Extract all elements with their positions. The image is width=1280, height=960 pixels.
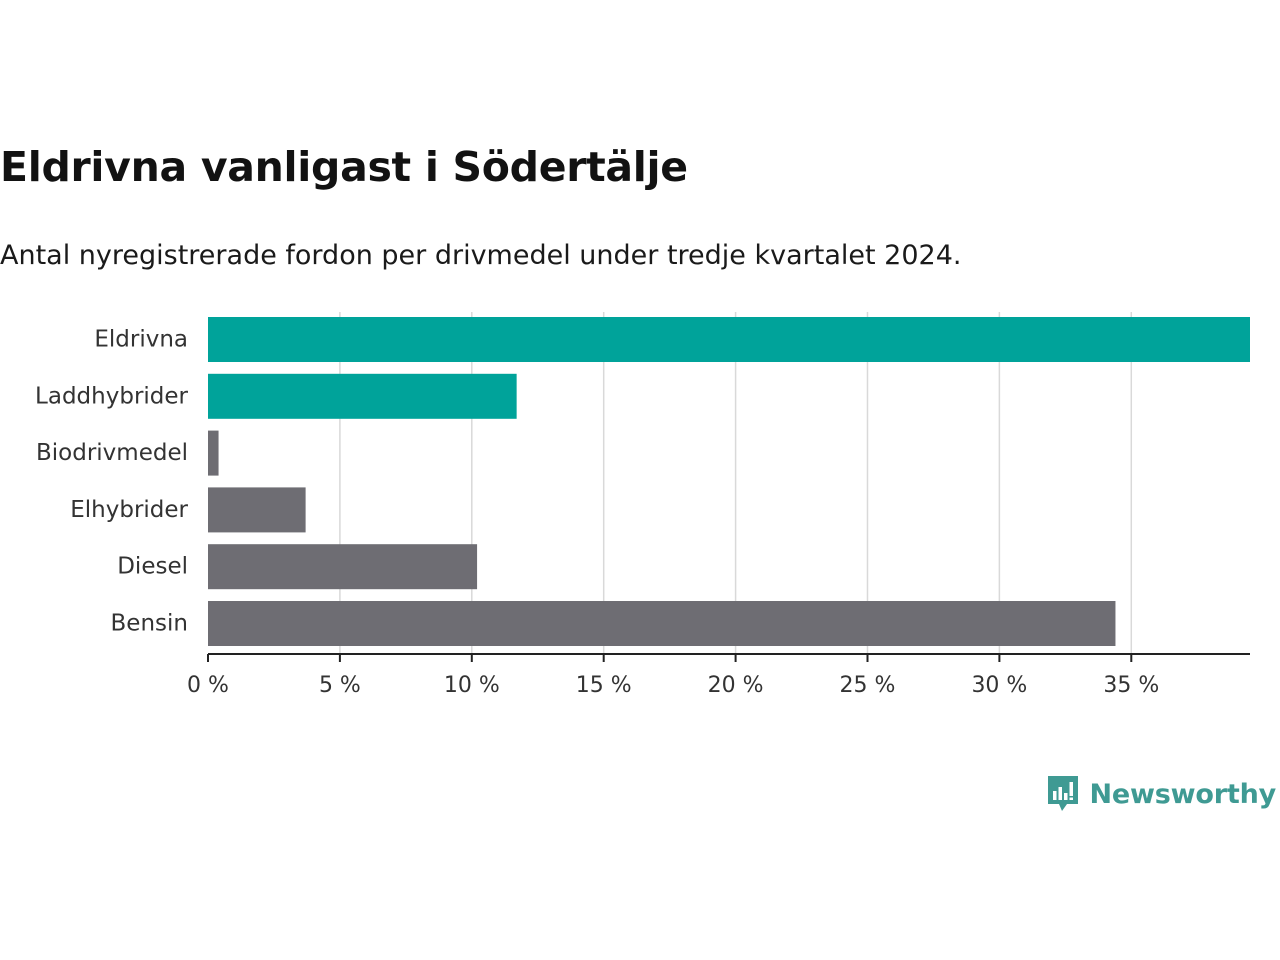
category-labels: Eldrivna Laddhybrider Biodrivmedel Elhybrid… [35,327,188,637]
chart-subtitle: Antal nyregistrerade fordon per drivmede… [0,240,962,271]
category-label-bensin: Bensin [111,611,188,637]
x-tick-label-10: 10 % [444,673,500,698]
bar-bensin [208,601,1116,646]
bar-biodrivmedel [208,430,219,476]
bar-eldrivna [208,317,1250,362]
category-label-laddhybrider: Laddhybrider [35,383,188,409]
x-tick-label-0: 0 % [187,673,229,698]
x-tick-label-25: 25 % [840,673,896,698]
category-label-elhybrider: Elhybrider [70,497,188,523]
category-label-biodrivmedel: Biodrivmedel [36,440,188,466]
x-axis: 0 % 5 % 10 % 15 % 20 % 25 % 30 % 35 % [187,653,1250,698]
bar-chart: Eldrivna Laddhybrider Biodrivmedel Elhybrid… [35,312,1250,698]
category-label-diesel: Diesel [117,554,188,580]
chart-title: Eldrivna vanligast i Södertälje [0,143,688,191]
x-tick-label-15: 15 % [576,673,632,698]
x-tick-label-35: 35 % [1103,673,1159,698]
category-label-eldrivna: Eldrivna [94,327,188,353]
bars [208,317,1250,646]
gridlines [339,312,1133,654]
bar-laddhybrider [208,373,517,419]
newsworthy-logo-icon [1047,776,1078,811]
x-tick-label-5: 5 % [319,673,361,698]
x-tick-label-20: 20 % [708,673,764,698]
brand-name: Newsworthy [1089,778,1277,810]
bar-elhybrider [208,487,306,533]
bar-diesel [208,544,478,590]
x-tick-label-30: 30 % [971,673,1027,698]
brand-logo: Newsworthy [1046,774,1276,814]
